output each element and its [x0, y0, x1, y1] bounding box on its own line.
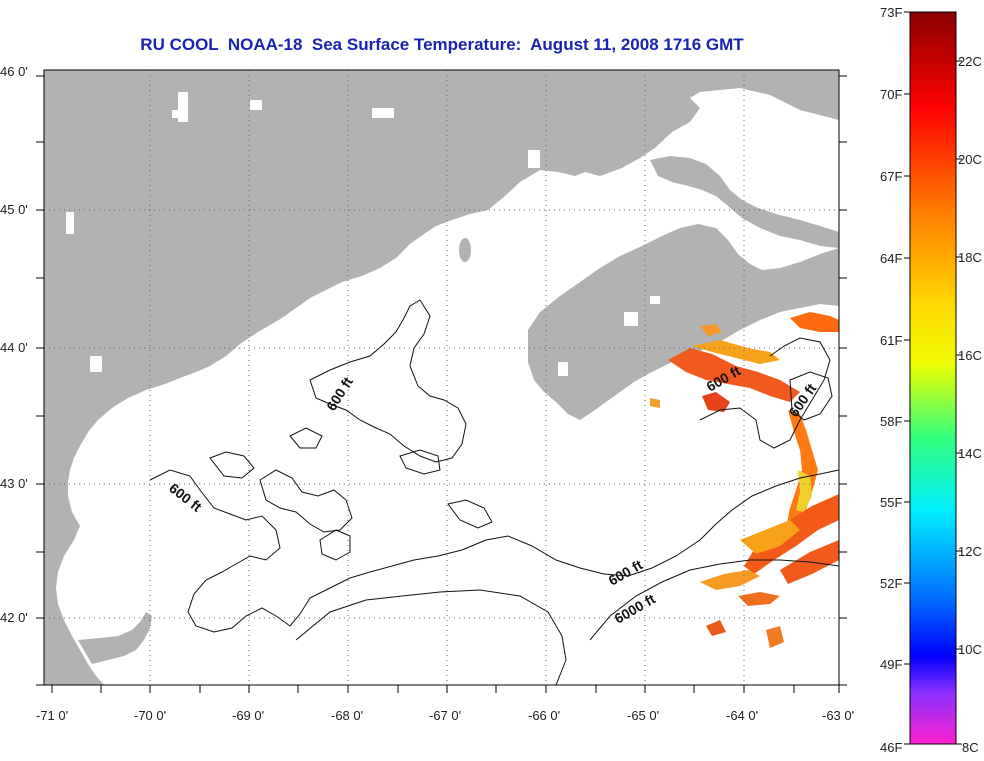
lat-label-46: 46 0'	[0, 64, 28, 79]
cb-f-58: 58F	[880, 414, 902, 429]
cb-f-70: 70F	[880, 87, 902, 102]
cb-f-49: 49F	[880, 657, 902, 672]
lon-label-70: -70 0'	[134, 708, 166, 723]
cb-f-55: 55F	[880, 495, 902, 510]
bathymetry-contours	[149, 299, 839, 685]
cb-c-16: 16C	[958, 348, 982, 363]
cb-f-61: 61F	[880, 333, 902, 348]
cb-c-14: 14C	[958, 446, 982, 461]
cb-f-52: 52F	[880, 576, 902, 591]
cb-f-46: 46F	[880, 740, 902, 755]
axis-ticks	[36, 75, 847, 693]
lon-label-68: -68 0'	[331, 708, 363, 723]
inland-lakes	[66, 92, 660, 376]
cb-f-73: 73F	[880, 5, 902, 20]
colorbar	[909, 11, 957, 745]
cb-c-18: 18C	[958, 250, 982, 265]
sst-patches	[650, 312, 839, 648]
lon-label-69: -69 0'	[232, 708, 264, 723]
land-grand-manan	[459, 238, 471, 262]
lat-label-44: 44 0'	[0, 340, 28, 355]
map-frame	[43, 69, 840, 686]
land-cape-cod	[78, 612, 152, 664]
land-bay-shore	[650, 156, 839, 248]
lon-label-64: -64 0'	[726, 708, 758, 723]
cb-f-67: 67F	[880, 169, 902, 184]
lat-label-45: 45 0'	[0, 202, 28, 217]
lat-label-43: 43 0'	[0, 476, 28, 491]
lon-label-67: -67 0'	[429, 708, 461, 723]
land-nova-scotia	[528, 224, 839, 420]
land-mainland	[44, 70, 839, 685]
lat-label-42: 42 0'	[0, 610, 28, 625]
cb-c-8: 8C	[962, 740, 979, 755]
lon-label-71: -71 0'	[36, 708, 68, 723]
lon-label-66: -66 0'	[528, 708, 560, 723]
cb-c-22: 22C	[958, 54, 982, 69]
lon-label-63: -63 0'	[822, 708, 854, 723]
cb-c-12: 12C	[958, 544, 982, 559]
lon-label-65: -65 0'	[627, 708, 659, 723]
map-title: RU COOL NOAA-18 Sea Surface Temperature:…	[140, 35, 744, 54]
cb-c-20: 20C	[958, 152, 982, 167]
cb-f-64: 64F	[880, 251, 902, 266]
colorbar-ticks	[904, 11, 962, 745]
cb-c-10: 10C	[958, 642, 982, 657]
